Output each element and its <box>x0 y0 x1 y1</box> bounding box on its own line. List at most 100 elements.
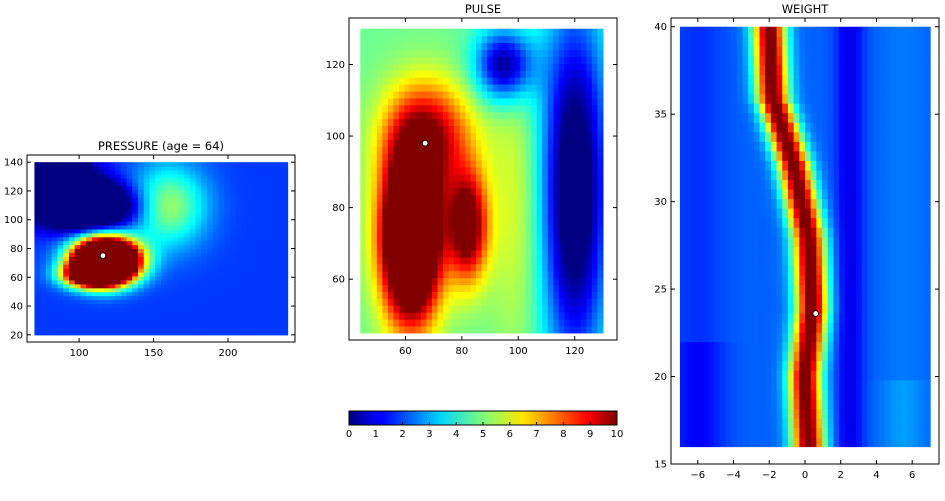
heatmap-cell <box>492 132 499 140</box>
heatmap-cell <box>597 160 604 168</box>
heatmap-cell <box>393 160 400 168</box>
heatmap-cell <box>376 180 383 189</box>
heatmap-cell <box>276 217 283 222</box>
heatmap-cell <box>360 139 367 147</box>
heatmap-cell <box>748 417 755 429</box>
heatmap-cell <box>503 160 510 168</box>
heatmap-cell <box>580 201 587 210</box>
heatmap-cell <box>270 264 277 269</box>
heatmap-cell <box>161 283 168 289</box>
heatmap-cell <box>810 389 817 400</box>
heatmap-cell <box>207 209 214 214</box>
heatmap-cell <box>126 256 133 261</box>
heatmap-cell <box>404 201 411 210</box>
heatmap-cell <box>404 263 411 272</box>
heatmap-cell <box>420 35 428 44</box>
heatmap-cell <box>409 139 417 147</box>
heatmap-cell <box>143 228 151 234</box>
heatmap-cell <box>80 197 87 203</box>
heatmap-cell <box>91 295 99 301</box>
heatmap-cell <box>569 201 576 210</box>
heatmap-cell <box>264 326 271 332</box>
heatmap-cell <box>442 215 450 223</box>
heatmap-cell <box>195 283 202 289</box>
heatmap-cell <box>465 28 472 37</box>
heatmap-cell <box>387 256 394 265</box>
heatmap-cell <box>120 197 128 203</box>
heatmap-cell <box>509 277 516 286</box>
heatmap-cell <box>241 330 248 336</box>
heatmap-cell <box>487 153 494 161</box>
heatmap-cell <box>736 436 744 448</box>
heatmap-cell <box>409 256 417 265</box>
heatmap-cell <box>201 248 208 254</box>
heatmap-cell <box>247 268 254 273</box>
heatmap-cell <box>431 291 439 299</box>
heatmap-cell <box>371 104 378 113</box>
heatmap-cell <box>702 208 709 219</box>
heatmap-cell <box>536 56 543 64</box>
heatmap-cell <box>759 332 766 343</box>
heatmap-cell <box>553 35 560 44</box>
heatmap-cell <box>536 153 543 161</box>
heatmap-cell <box>470 84 477 92</box>
heatmap-cell <box>731 351 738 362</box>
heatmap-cell <box>235 275 243 281</box>
heatmap-cell <box>161 217 168 222</box>
heatmap-cell <box>509 118 516 127</box>
heatmap-cell <box>708 217 715 228</box>
heatmap-cell <box>74 244 82 250</box>
heatmap-cell <box>264 228 271 234</box>
heatmap-cell <box>748 83 755 95</box>
heatmap-cell <box>770 255 778 266</box>
heatmap-cell <box>742 217 749 228</box>
heatmap-cell <box>714 93 721 104</box>
heatmap-cell <box>63 236 70 242</box>
heatmap-cell <box>365 305 372 313</box>
heatmap-cell <box>74 287 82 293</box>
heatmap-cell <box>276 319 283 324</box>
heatmap-cell <box>498 166 505 175</box>
heatmap-cell <box>178 217 185 222</box>
heatmap-cell <box>382 56 389 64</box>
heatmap-cell <box>45 240 53 246</box>
heatmap-cell <box>696 246 704 257</box>
heatmap-cell <box>702 274 709 285</box>
heatmap-cell <box>465 118 472 127</box>
heatmap-cell <box>520 42 527 51</box>
heatmap-cell <box>426 256 433 265</box>
heatmap-cell <box>189 260 197 265</box>
heatmap-cell <box>736 26 744 37</box>
heatmap-cell <box>759 370 766 381</box>
heatmap-cell <box>708 198 715 209</box>
heatmap-cell <box>426 132 433 140</box>
heatmap-cell <box>253 252 260 257</box>
heatmap-cell <box>547 312 554 320</box>
heatmap-cell <box>149 279 156 285</box>
heatmap-cell <box>586 208 593 216</box>
heatmap-cell <box>470 249 477 258</box>
heatmap-cell <box>525 215 532 223</box>
heatmap-cell <box>765 122 772 133</box>
heatmap-cell <box>365 298 372 306</box>
heatmap-cell <box>415 125 422 134</box>
heatmap-cell <box>74 213 82 218</box>
heatmap-cell <box>132 205 139 210</box>
heatmap-cell <box>409 284 417 292</box>
heatmap-cell <box>736 55 744 66</box>
heatmap-cell <box>155 173 162 179</box>
heatmap-cell <box>415 201 422 210</box>
heatmap-cell <box>742 141 749 152</box>
heatmap-cell <box>253 197 260 203</box>
heatmap-cell <box>770 408 778 419</box>
heatmap-cell <box>415 146 422 154</box>
heatmap-cell <box>437 111 444 120</box>
heatmap-cell <box>360 208 367 216</box>
heatmap-cell <box>459 242 466 251</box>
x-tick-label: 80 <box>455 346 468 357</box>
heatmap-cell <box>126 173 133 179</box>
heatmap-cell <box>253 287 260 293</box>
heatmap-cell <box>51 303 59 308</box>
heatmap-cell <box>235 181 243 187</box>
heatmap-cell <box>212 209 220 214</box>
